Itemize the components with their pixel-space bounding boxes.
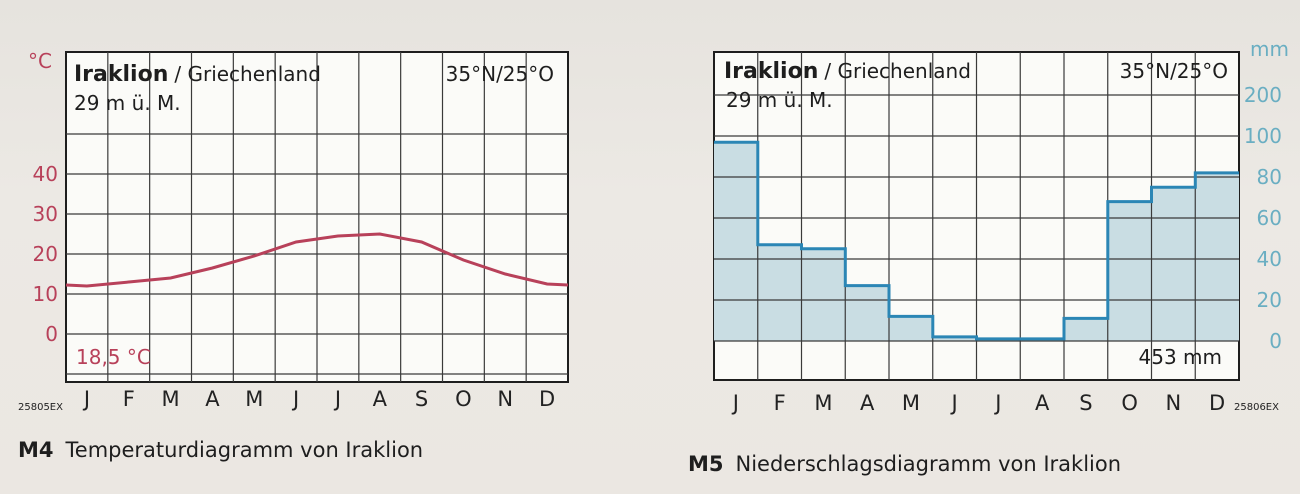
precipitation-bar bbox=[757, 244, 802, 341]
temperature-station-header: Iraklion / Griechenland bbox=[74, 62, 321, 87]
temperature-month-label: F bbox=[123, 387, 135, 411]
precipitation-y-tick: 100 bbox=[1244, 124, 1282, 148]
precipitation-bar bbox=[714, 142, 758, 341]
temperature-y-tick: 30 bbox=[33, 202, 58, 226]
temperature-chart-code: 25805EX bbox=[18, 402, 63, 413]
temperature-month-label: O bbox=[455, 387, 472, 411]
precipitation-month-label: J bbox=[950, 391, 958, 415]
precipitation-y-ticks: 0 20 40 60 80 100 200 bbox=[1244, 83, 1282, 353]
precipitation-y-tick: 20 bbox=[1257, 288, 1282, 312]
precipitation-month-label: D bbox=[1209, 391, 1225, 415]
precipitation-chart: mm 0 20 40 60 80 100 200 Iraklion / Griechenlan… bbox=[688, 37, 1289, 476]
precipitation-caption-number: M5 bbox=[688, 452, 724, 476]
precipitation-coordinates: 35°N/25°O bbox=[1120, 59, 1228, 83]
precipitation-y-tick: 60 bbox=[1257, 206, 1282, 230]
precipitation-y-tick: 0 bbox=[1269, 329, 1282, 353]
temperature-y-tick: 0 bbox=[45, 322, 58, 346]
temperature-coordinates: 35°N/25°O bbox=[446, 62, 554, 86]
precipitation-month-label: J bbox=[731, 391, 739, 415]
precipitation-station-name: Iraklion bbox=[724, 59, 818, 84]
temperature-station-name: Iraklion bbox=[74, 62, 168, 87]
precipitation-unit-label: mm bbox=[1250, 37, 1289, 61]
temperature-line bbox=[65, 232, 569, 288]
precipitation-bar bbox=[1107, 201, 1152, 341]
precipitation-caption-text: Niederschlagsdiagramm von Iraklion bbox=[736, 452, 1122, 476]
temperature-month-label: A bbox=[373, 387, 388, 411]
temperature-y-ticks: 0 10 20 30 40 bbox=[33, 162, 58, 346]
precipitation-bar bbox=[1151, 187, 1196, 341]
temperature-grid bbox=[66, 52, 568, 382]
precipitation-month-label: M bbox=[902, 391, 920, 415]
precipitation-country: / Griechenland bbox=[824, 59, 971, 83]
precipitation-month-label: M bbox=[814, 391, 832, 415]
temperature-caption-text: Temperaturdiagramm von Iraklion bbox=[65, 438, 424, 462]
precipitation-month-label: F bbox=[774, 391, 786, 415]
temperature-elevation: 29 m ü. M. bbox=[74, 91, 181, 115]
temperature-month-label: J bbox=[291, 387, 299, 411]
precipitation-month-label: A bbox=[860, 391, 875, 415]
precipitation-month-label: N bbox=[1166, 391, 1182, 415]
precipitation-y-tick: 80 bbox=[1257, 165, 1282, 189]
precipitation-y-tick: 200 bbox=[1244, 83, 1282, 107]
precipitation-bar bbox=[845, 285, 889, 341]
precipitation-bar bbox=[801, 248, 846, 341]
temperature-y-tick: 20 bbox=[33, 242, 58, 266]
temperature-caption-number: M4 bbox=[18, 438, 54, 462]
temperature-month-label: S bbox=[415, 387, 428, 411]
temperature-country: / Griechenland bbox=[174, 62, 321, 86]
temperature-month-label: A bbox=[205, 387, 220, 411]
annual-mean-temperature: 18,5 °C bbox=[76, 345, 151, 369]
precipitation-y-tick: 40 bbox=[1257, 247, 1282, 271]
temperature-month-label: J bbox=[333, 387, 341, 411]
precipitation-bar bbox=[889, 316, 933, 341]
temperature-caption: M4 Temperaturdiagramm von Iraklion bbox=[18, 438, 423, 462]
annual-precipitation-total: 453 mm bbox=[1139, 345, 1223, 369]
temperature-y-tick: 40 bbox=[33, 162, 58, 186]
temperature-month-label: N bbox=[497, 387, 513, 411]
precipitation-elevation: 29 m ü. M. bbox=[726, 88, 833, 112]
precipitation-bar bbox=[1064, 318, 1108, 341]
precipitation-bars bbox=[714, 142, 1239, 341]
temperature-month-label: J bbox=[82, 387, 90, 411]
temperature-unit-label: °C bbox=[28, 49, 52, 73]
temperature-y-tick: 10 bbox=[33, 282, 58, 306]
precipitation-bar bbox=[1195, 172, 1239, 341]
precipitation-bar bbox=[932, 336, 977, 341]
precipitation-month-label: S bbox=[1079, 391, 1092, 415]
precipitation-outline bbox=[714, 140, 1239, 341]
temperature-month-label: M bbox=[162, 387, 180, 411]
precipitation-month-label: O bbox=[1121, 391, 1138, 415]
precipitation-chart-code: 25806EX bbox=[1234, 402, 1279, 413]
precipitation-month-label: A bbox=[1035, 391, 1050, 415]
precipitation-station-header: Iraklion / Griechenland bbox=[724, 59, 971, 84]
temperature-chart: °C 0 10 20 30 40 Iraklion / Griechenland 35°N… bbox=[18, 49, 569, 462]
temperature-month-label: M bbox=[245, 387, 263, 411]
precipitation-grid bbox=[714, 52, 1239, 380]
precipitation-month-label: J bbox=[993, 391, 1001, 415]
precipitation-caption: M5 Niederschlagsdiagramm von Iraklion bbox=[688, 452, 1121, 476]
temperature-month-label: D bbox=[539, 387, 555, 411]
